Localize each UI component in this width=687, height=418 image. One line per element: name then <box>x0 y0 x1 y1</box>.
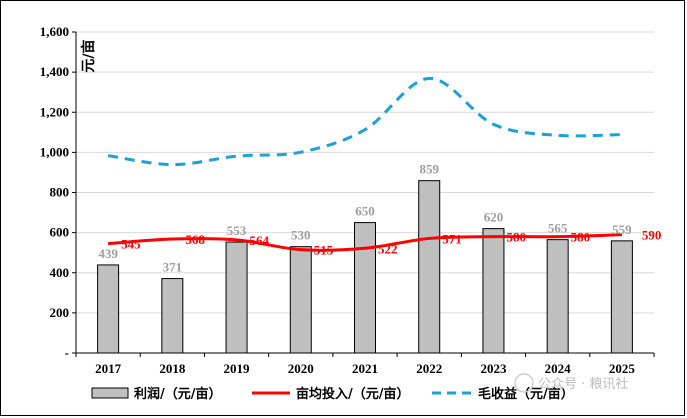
profit-bar-2020 <box>289 246 312 354</box>
series-lines <box>107 76 622 252</box>
x-tick-label-2023: 2023 <box>480 361 507 376</box>
profit-value-label: 620 <box>484 210 504 225</box>
y-tick-label: 600 <box>50 225 70 240</box>
data-labels: 439 371 553 530 650 859 620 565 559 545 568 564 515 5… <box>98 162 661 275</box>
legend-label-profit: 利润/（元/亩） <box>134 386 222 402</box>
profit-bar-2024 <box>546 239 569 354</box>
x-axis: 2017 2018 2019 2020 2021 2022 2023 2024 2025 <box>75 352 655 376</box>
cost-value-label: 580 <box>571 230 591 245</box>
profit-bar-2018 <box>161 278 184 354</box>
x-tick-label-2022: 2022 <box>416 361 442 376</box>
cost-value-label: 580 <box>506 230 526 245</box>
x-tick-label-2024: 2024 <box>545 361 572 376</box>
profit-value-label: 650 <box>355 204 375 219</box>
profit-bar-2023 <box>482 228 505 354</box>
legend-label-cost: 亩均投入/（元/亩） <box>296 386 410 402</box>
profit-value-label: 559 <box>612 222 632 237</box>
profit-bar-2019 <box>225 241 248 354</box>
cost-value-label: 564 <box>250 233 270 248</box>
x-tick-label-2020: 2020 <box>288 361 314 376</box>
cost-value-label: 590 <box>642 228 662 243</box>
profit-value-label: 530 <box>291 228 311 243</box>
wechat-icon <box>514 373 534 393</box>
profit-value-label: 553 <box>227 223 247 238</box>
profit-bar-2021 <box>354 222 376 354</box>
legend-swatch-profit <box>91 387 129 399</box>
y-axis-unit-label: 元/亩 <box>80 39 97 72</box>
legend-label-gross: 毛收益（元/亩） <box>478 386 574 402</box>
cost-line <box>108 233 622 252</box>
y-tick-label: 400 <box>50 265 70 280</box>
profit-value-label: 439 <box>98 246 118 261</box>
watermark: 公众号 · 粮讯社 <box>514 373 628 393</box>
y-tick-label: 1,000 <box>40 144 69 159</box>
y-tick-label: 1,400 <box>40 64 69 79</box>
y-axis: - 200 400 600 800 1,000 1,200 1,400 1,600 <box>40 24 77 360</box>
y-tick-label: 1,600 <box>40 24 69 39</box>
y-tick-label: 1,200 <box>40 104 69 119</box>
cost-value-label: 515 <box>314 243 334 258</box>
profit-value-label: 859 <box>419 162 439 177</box>
gross-income-line <box>107 76 622 167</box>
watermark-text: 公众号 · 粮讯社 <box>538 376 628 392</box>
profit-bars <box>97 180 633 354</box>
profit-bar-2025 <box>610 240 633 354</box>
y-tick-label: - <box>65 345 69 360</box>
profit-value-label: 565 <box>548 221 568 236</box>
profit-value-label: 371 <box>163 260 183 275</box>
y-tick-label: 200 <box>50 305 70 320</box>
cost-value-label: 568 <box>185 232 205 247</box>
x-tick-label-2017: 2017 <box>95 361 122 376</box>
y-tick-label: 800 <box>50 185 70 200</box>
cost-value-label: 545 <box>121 237 141 252</box>
x-tick-label-2025: 2025 <box>609 361 636 376</box>
x-tick-label-2018: 2018 <box>159 361 186 376</box>
profit-bar-2022 <box>418 180 441 354</box>
x-tick-label-2021: 2021 <box>352 361 378 376</box>
legend: 利润/（元/亩） 亩均投入/（元/亩） 毛收益（元/亩） <box>91 386 574 402</box>
cost-value-label: 571 <box>442 231 462 246</box>
cost-value-label: 522 <box>378 241 398 256</box>
x-tick-label-2019: 2019 <box>224 361 251 376</box>
profit-bar-2017 <box>97 264 120 354</box>
